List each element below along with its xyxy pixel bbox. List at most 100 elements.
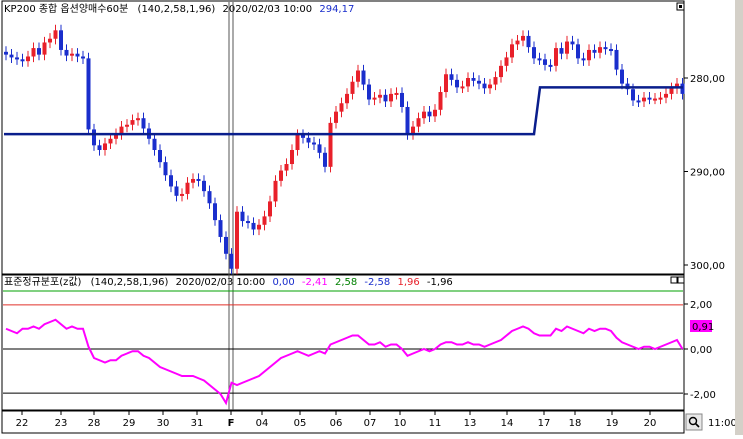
candle	[499, 65, 503, 78]
candle	[383, 94, 388, 102]
main-panel-toggle[interactable]	[676, 2, 685, 11]
candle	[614, 49, 619, 70]
candle	[592, 49, 597, 53]
candle	[394, 92, 399, 95]
candle	[328, 122, 333, 167]
candle	[389, 93, 393, 102]
z-value-line	[5, 318, 684, 406]
candle	[26, 56, 30, 62]
y-tick-label: 2,00	[690, 300, 712, 311]
candle	[587, 49, 591, 61]
main-title: KP200 종합 옵션양매수60분 (140,2,58,1,96) 2020/0…	[4, 3, 354, 15]
y-tick-label: 300,00	[690, 261, 725, 272]
candle	[92, 129, 96, 146]
candle	[301, 135, 305, 138]
zoom-button[interactable]	[685, 413, 703, 431]
badge-background	[690, 320, 712, 332]
sub-value-1: 0,00	[272, 277, 294, 288]
candle	[9, 54, 14, 58]
candle	[367, 84, 371, 100]
candle	[411, 126, 415, 135]
candle	[317, 144, 322, 153]
sub-title-name: 표준정규분포(z값)	[4, 276, 82, 288]
candle	[125, 124, 129, 127]
main-panel-frame	[1, 0, 685, 275]
candle	[548, 64, 553, 67]
candle	[543, 59, 547, 65]
candle	[570, 41, 575, 45]
candle	[229, 253, 234, 269]
candle	[64, 49, 69, 56]
sub-title: 표준정규분포(z값) (140,2,58,1,96) 2020/02/03 10…	[4, 276, 453, 288]
candle	[246, 221, 250, 224]
candle	[521, 35, 525, 41]
candle	[20, 59, 25, 62]
candle	[81, 56, 85, 59]
candle	[103, 143, 107, 150]
candle	[323, 152, 327, 167]
x-tick-label: 07	[364, 418, 377, 429]
x-tick-label: 28	[88, 418, 101, 429]
sub-value-3: 2,58	[335, 277, 357, 288]
x-tick-label: F	[228, 418, 235, 429]
candle	[119, 126, 124, 135]
x-axis: 22 23 28 29 30 31 F 04 05 06 07 10 11 13 14 17 18 19 20	[16, 411, 657, 429]
candle	[59, 30, 63, 50]
sub-title-datetime: 2020/02/03 10:00	[176, 277, 266, 288]
candle	[532, 47, 536, 59]
candle	[163, 162, 168, 176]
candle	[130, 120, 135, 125]
candle	[356, 70, 360, 82]
candle	[488, 84, 492, 89]
candle	[620, 69, 624, 84]
candle	[576, 44, 580, 59]
x-tick-label: 20	[644, 418, 657, 429]
candle	[240, 211, 245, 222]
minimize-icon[interactable]	[670, 276, 678, 284]
candle	[306, 137, 311, 143]
candle	[653, 98, 657, 101]
x-tick-label: 22	[16, 418, 29, 429]
panel-toggle-icon[interactable]	[677, 276, 685, 284]
main-title-params: (140,2,58,1,96)	[138, 4, 216, 15]
candle	[262, 216, 267, 225]
candle	[581, 58, 586, 61]
ma-line	[4, 86, 683, 136]
candle	[510, 44, 514, 58]
magnifier-icon[interactable]	[685, 413, 703, 431]
candle	[97, 145, 102, 150]
candle	[53, 30, 58, 39]
candle	[141, 118, 146, 129]
candle	[152, 138, 157, 150]
candle	[136, 118, 140, 121]
candle	[559, 48, 564, 54]
candle	[86, 58, 91, 130]
badge-value: 0,91	[692, 322, 714, 333]
candle	[42, 42, 47, 55]
current-value-badge: 0,91	[690, 320, 714, 333]
sub-panel-buttons[interactable]	[670, 276, 685, 284]
candle	[493, 77, 498, 85]
x-tick-label: 04	[256, 418, 269, 429]
candle	[565, 41, 569, 54]
candle	[158, 149, 162, 163]
candle	[284, 164, 289, 171]
candle	[114, 134, 118, 139]
candle	[598, 47, 602, 53]
candle	[664, 93, 668, 98]
x-axis-time-label: 11:00	[708, 418, 735, 429]
candle	[235, 211, 239, 269]
candle	[455, 79, 459, 88]
candle	[361, 70, 366, 85]
candle	[427, 111, 432, 117]
crosshair-cursor	[228, 2, 234, 410]
candle	[471, 78, 476, 81]
candle	[444, 74, 448, 93]
candle	[37, 48, 41, 55]
x-tick-label: 30	[157, 418, 170, 429]
candle	[345, 93, 349, 104]
sub-value-6: -1,96	[427, 277, 453, 288]
candle	[647, 97, 652, 100]
candle	[422, 111, 426, 119]
